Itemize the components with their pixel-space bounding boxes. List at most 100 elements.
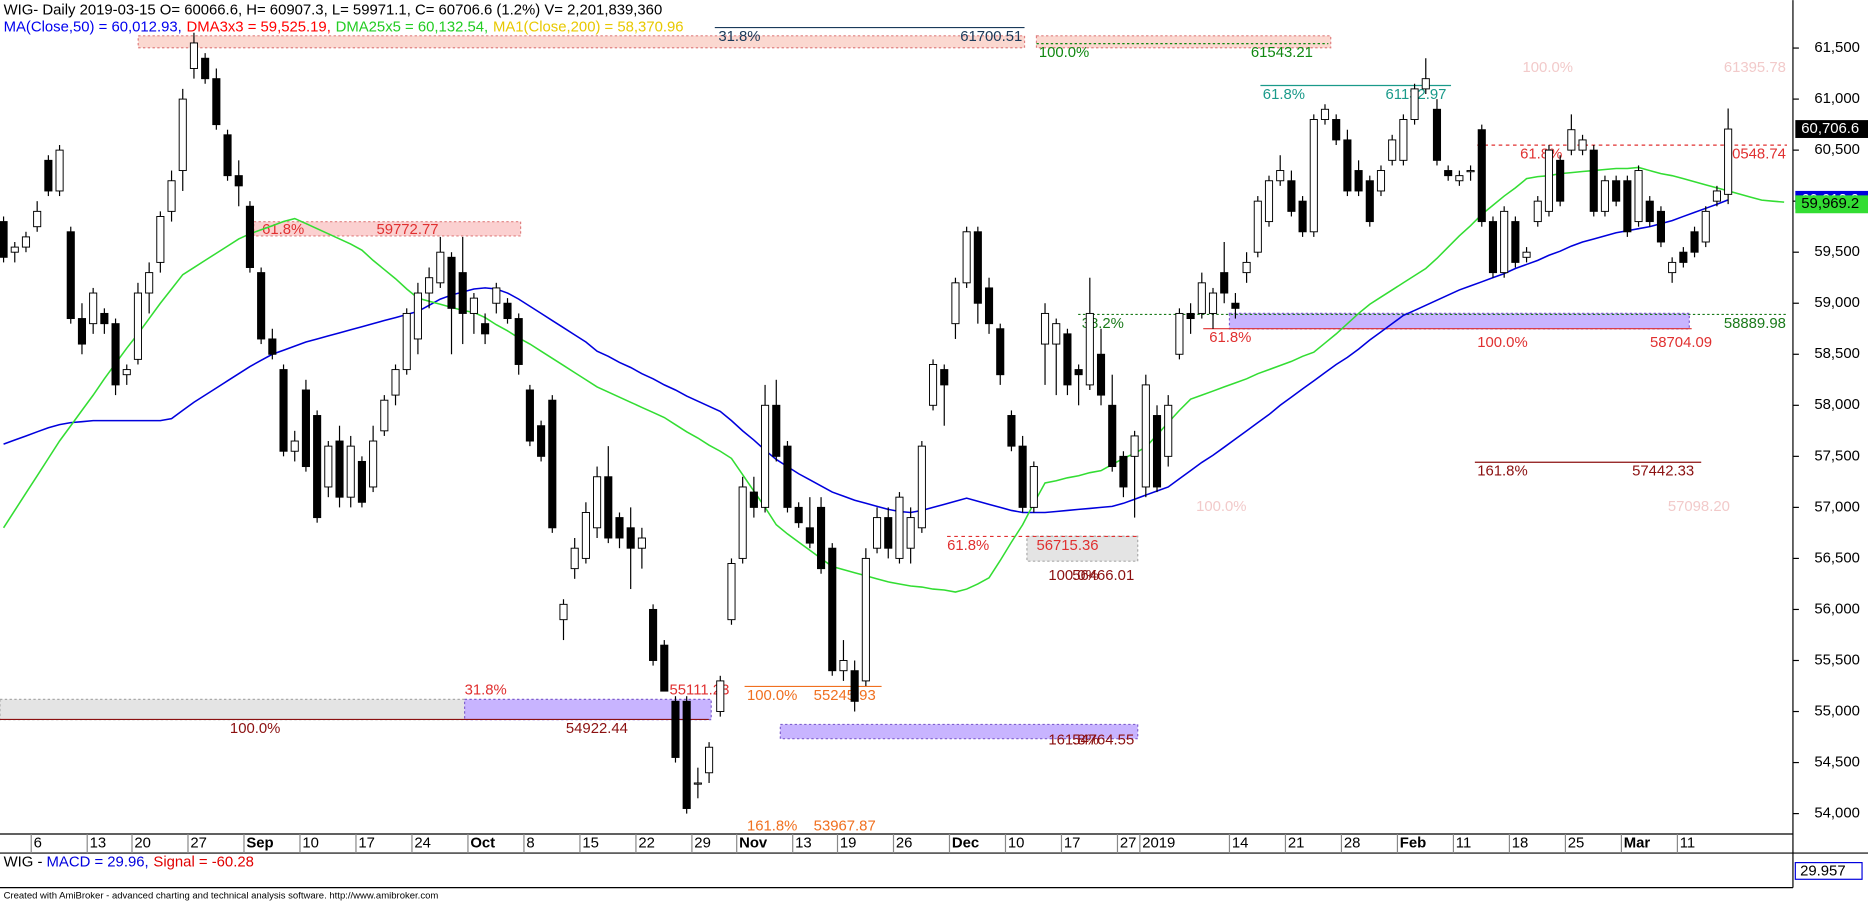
candle-body: [1164, 404, 1173, 457]
candle-body: [604, 476, 613, 539]
candle-body: [1096, 353, 1106, 396]
fib-value: 59772.77: [376, 222, 438, 238]
candle-body: [727, 563, 736, 621]
candle-body: [357, 460, 366, 503]
x-tick-label: Dec: [952, 835, 979, 851]
candle-body: [581, 512, 590, 559]
zone: [1228, 312, 1690, 330]
y-tick-label: 55,000: [1814, 703, 1860, 719]
fib-value: 61395.78: [1724, 60, 1786, 76]
candle-body: [1600, 180, 1610, 212]
candle-body: [335, 440, 344, 498]
ma-line: [3, 199, 1729, 514]
candle-body: [615, 517, 624, 539]
candle-body: [1242, 261, 1251, 274]
candle-body: [772, 404, 781, 457]
candle-body: [133, 292, 143, 360]
candle-body: [996, 328, 1005, 376]
ma-line: [2, 166, 1785, 593]
legend-entry: DMA3x3 = 59,525.19,: [187, 19, 331, 35]
candle-body: [189, 42, 198, 69]
x-tick-label: 25: [1568, 835, 1585, 851]
candle-body: [1399, 119, 1408, 161]
fib-level: 100.0%: [1523, 60, 1573, 76]
candle-body: [324, 445, 333, 488]
candle-body: [861, 557, 870, 682]
candle-body: [245, 205, 254, 268]
x-tick-label: Oct: [470, 835, 495, 851]
fib-level: 100.0%: [1196, 499, 1246, 515]
candle-body: [940, 369, 949, 386]
candle-body: [593, 476, 602, 529]
header: WIG- Daily 2019-03-15 O= 60066.6, H= 609…: [4, 3, 663, 19]
candle-body: [705, 746, 714, 774]
candle-body: [1634, 170, 1643, 223]
candle-body: [1119, 455, 1128, 488]
price-tag: 60,706.6: [1801, 121, 1859, 137]
candle-body: [783, 445, 792, 508]
x-tick-label: 21: [1288, 835, 1305, 851]
price-tag-box: [1795, 195, 1868, 214]
plot-area: 31.8% 61700.51 100.0% 61543.21 61.8% 59772.77…: [0, 26, 1787, 834]
candle-body: [156, 215, 165, 263]
candle-body: [1724, 128, 1733, 195]
candle-body: [234, 175, 243, 187]
candle-body: [895, 496, 904, 559]
candle-body: [10, 246, 19, 253]
candle-body: [178, 98, 187, 172]
fib-level: 100.0%: [1039, 45, 1089, 61]
fib-level: 61.8%: [1209, 330, 1251, 346]
candle-body: [649, 608, 658, 661]
candle-body: [436, 251, 445, 284]
fib-value: 56715.36: [1036, 538, 1098, 554]
candle-body: [1253, 200, 1262, 253]
candle-body: [122, 369, 131, 376]
fib-level: 100.0%: [230, 721, 280, 737]
legend-entry: MA1(Close,200) = 58,370.96: [493, 19, 684, 35]
x-tick-label: Sep: [246, 835, 273, 851]
x-tick-label: 13: [795, 835, 812, 851]
candle-body: [1511, 221, 1520, 263]
y-tick-label: 61,000: [1814, 91, 1860, 107]
zone: [779, 723, 1139, 740]
candle-body: [1500, 210, 1509, 274]
fib-value: 60548.74: [1724, 147, 1786, 163]
candle-body: [817, 506, 826, 570]
candle-body: [413, 292, 422, 340]
candle-body: [268, 338, 277, 355]
candle-body: [1421, 78, 1430, 90]
candle-body: [1152, 415, 1162, 488]
candle-body: [906, 517, 915, 549]
fib-level: 31.8%: [465, 683, 507, 699]
x-tick-label: Nov: [739, 835, 768, 851]
candle-body: [537, 425, 546, 457]
x-tick-label: 17: [358, 835, 375, 851]
y-tick-label: 57,000: [1814, 499, 1860, 515]
candle-body: [514, 318, 523, 365]
candle-body: [1376, 170, 1386, 192]
price-tag: 59,969.2: [1801, 196, 1859, 212]
candle-body: [525, 389, 534, 442]
y-tick-label: 57,500: [1814, 448, 1860, 464]
candle-body: [1332, 119, 1341, 141]
candle-body: [145, 272, 154, 294]
candle-body: [44, 159, 53, 192]
y-tick-label: 55,500: [1814, 652, 1860, 668]
fib-level: 161.8%: [747, 818, 797, 834]
candle-body: [1388, 139, 1397, 161]
candle-body: [1365, 180, 1374, 223]
candle-body: [738, 486, 747, 559]
price-tag-box: [1795, 120, 1868, 138]
candle-body: [1007, 415, 1016, 447]
candle-body: [873, 517, 882, 549]
candle-body: [301, 389, 310, 468]
candle-body: [1432, 108, 1442, 161]
y-tick-label: 60,500: [1814, 142, 1860, 158]
x-tick-label: 18: [1512, 835, 1529, 851]
fib-level: 61.8%: [947, 538, 989, 554]
candle-body: [1108, 404, 1117, 468]
candle-body: [1410, 88, 1419, 120]
candle-body: [1645, 200, 1654, 223]
